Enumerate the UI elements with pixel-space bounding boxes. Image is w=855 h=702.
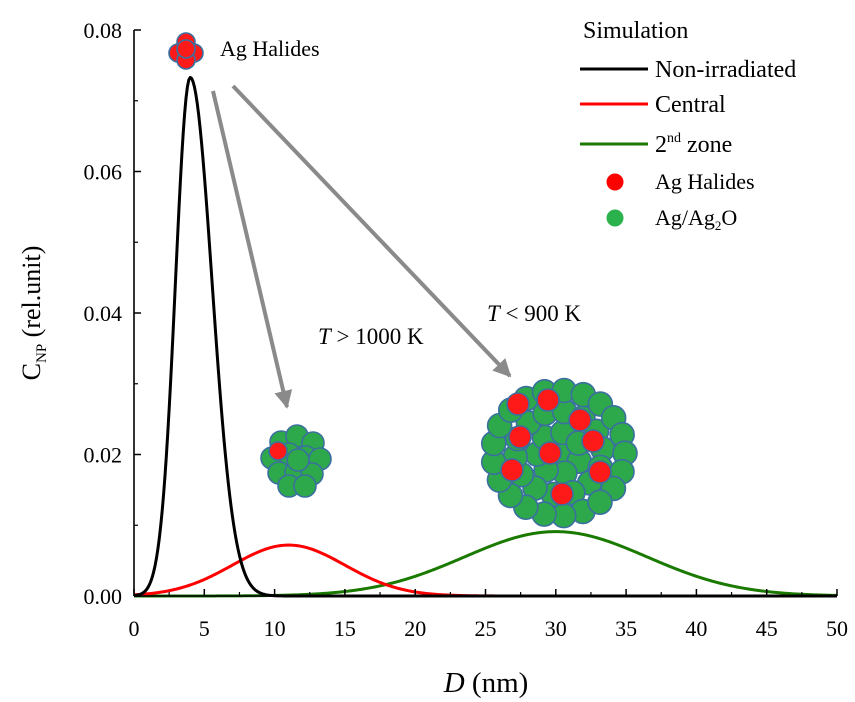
x-tick-label: 0	[129, 616, 140, 641]
y-axis-label: CNP (rel.unit)	[17, 246, 50, 381]
x-axis-label-unit: (nm)	[465, 667, 529, 699]
halide-particle	[536, 388, 560, 412]
halide-particle	[588, 460, 612, 484]
ag-halides-cluster-icon	[168, 32, 204, 70]
y-axis-label-sub: NP	[34, 344, 50, 363]
y-tick-label: 0.00	[84, 584, 123, 609]
ag-particle	[587, 489, 613, 515]
legend-label-ag-ag2o-sub: 2	[715, 218, 722, 233]
x-tick-label: 10	[264, 616, 286, 641]
arrows	[211, 84, 512, 409]
halide-particle	[500, 458, 524, 482]
halide-particle	[568, 408, 592, 432]
halide-particle	[538, 441, 562, 465]
legend: Simulation Non-irradiated Central 2nd zo…	[580, 18, 796, 233]
halide-particle	[506, 392, 530, 416]
x-tick-label: 20	[404, 616, 426, 641]
annotation-t-low: T < 900 K	[487, 301, 582, 326]
y-axis-label-unit: (rel.unit)	[17, 246, 46, 344]
x-tick-label: 45	[756, 616, 778, 641]
annotation-t-high-text: > 1000 K	[331, 324, 424, 349]
central-cluster-icon	[260, 424, 332, 498]
x-tick-label: 30	[545, 616, 567, 641]
legend-title: Simulation	[583, 18, 688, 44]
x-tick-label: 15	[334, 616, 356, 641]
legend-label-second-zone-base: 2	[655, 132, 667, 158]
legend-label-second-zone-sup: nd	[667, 131, 681, 146]
legend-label-second-zone: 2nd zone	[655, 131, 732, 158]
annotations: Ag Halides T > 1000 K T < 900 K	[220, 36, 582, 349]
y-tick-label: 0.08	[84, 18, 123, 43]
cluster-illustrations	[168, 32, 638, 529]
y-axis-label-main: C	[17, 363, 46, 380]
legend-label-central: Central	[655, 92, 726, 118]
legend-marker-ag-ag2o	[606, 209, 624, 227]
halide-particle	[176, 39, 196, 59]
y-ticks: 0.00 0.02 0.04 0.06 0.08	[84, 18, 141, 609]
x-axis-label-italic: D	[443, 667, 465, 699]
legend-label-ag-ag2o: Ag/Ag2O	[655, 205, 737, 233]
arrow-to-central	[211, 90, 293, 409]
legend-label-non-irradiated: Non-irradiated	[655, 57, 796, 83]
second-zone-cluster-icon	[480, 377, 638, 529]
annotation-t-low-text: < 900 K	[500, 301, 582, 326]
halide-particle	[268, 441, 288, 461]
ag-particle	[286, 448, 310, 472]
ag-particle	[293, 474, 317, 498]
annotation-t-high: T > 1000 K	[318, 324, 424, 349]
series-line-2nd-zone	[133, 530, 838, 598]
legend-label-ag-halides: Ag Halides	[655, 169, 755, 194]
x-tick-label: 25	[475, 616, 497, 641]
axes	[133, 30, 837, 597]
legend-label-ag-ag2o-base: Ag/Ag	[655, 205, 715, 230]
annotation-t-low-symbol: T	[487, 301, 502, 326]
x-tick-label: 40	[685, 616, 707, 641]
halide-particle	[581, 429, 605, 453]
halide-particle	[550, 482, 574, 506]
x-axis-label: D (nm)	[443, 667, 529, 699]
x-tick-label: 5	[199, 616, 210, 641]
y-tick-label: 0.06	[84, 160, 123, 185]
x-tick-label: 50	[826, 616, 848, 641]
legend-marker-ag-halides	[606, 173, 624, 191]
x-ticks: 0 5 10 15 20 25 30 35 40 45 50	[129, 589, 848, 641]
legend-label-second-zone-rest: zone	[681, 132, 732, 158]
arrow-to-second-zone	[231, 84, 512, 378]
x-tick-label: 35	[615, 616, 637, 641]
annotation-t-high-symbol: T	[318, 324, 333, 349]
y-tick-label: 0.02	[84, 443, 123, 468]
halide-particle	[508, 425, 532, 449]
legend-label-ag-ag2o-rest: O	[721, 205, 737, 230]
y-tick-label: 0.04	[84, 301, 123, 326]
annotation-ag-halides: Ag Halides	[220, 36, 320, 61]
